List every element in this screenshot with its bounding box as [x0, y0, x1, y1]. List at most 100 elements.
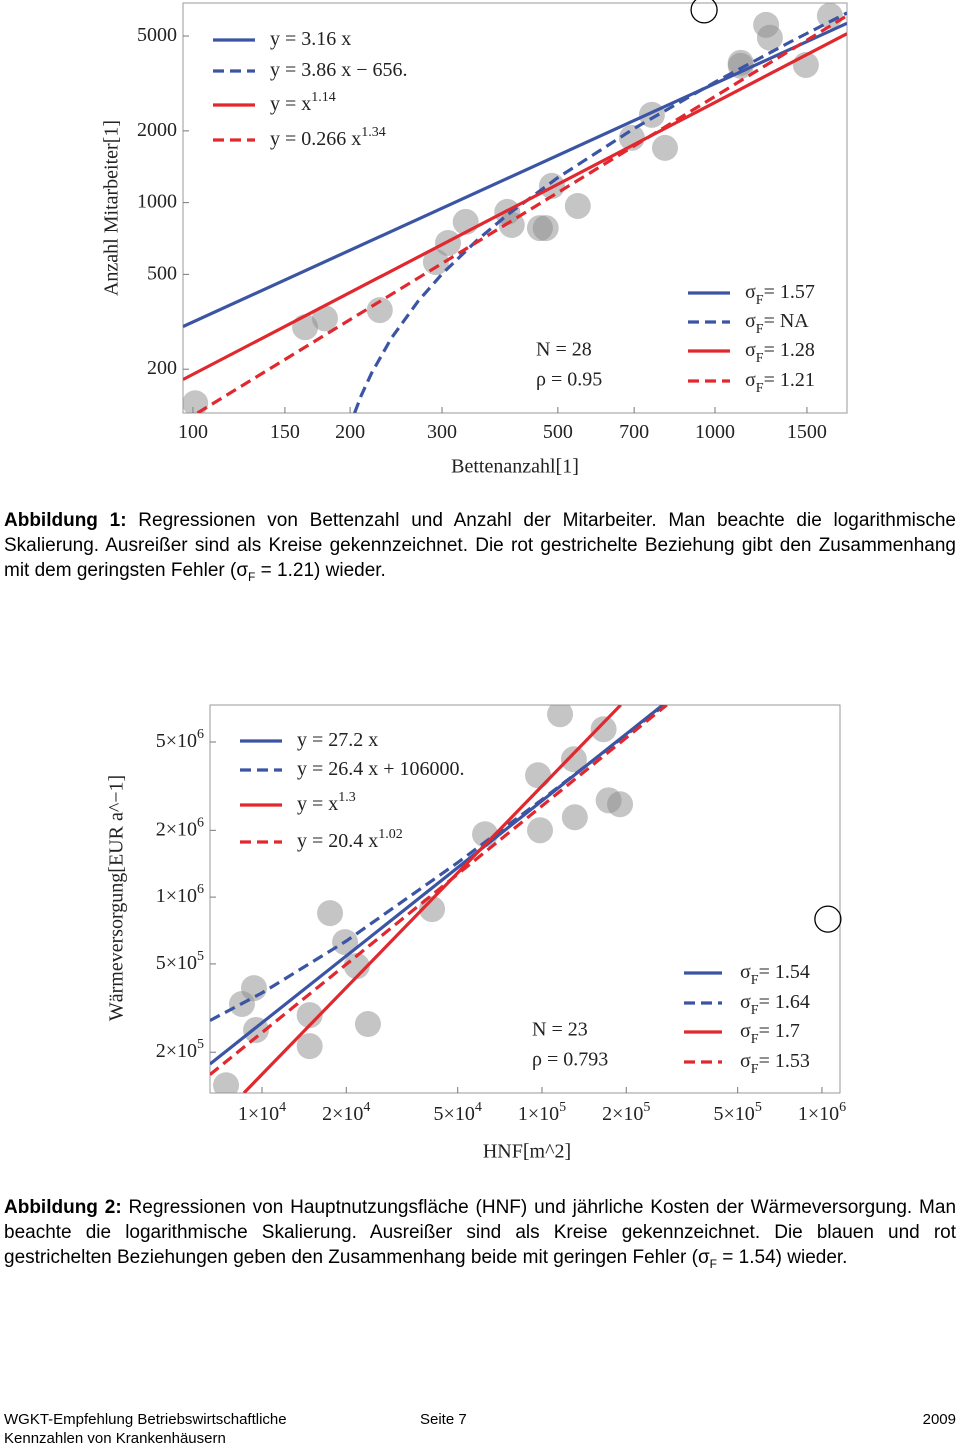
legend-label-part: 1.02: [378, 827, 403, 842]
error-label-part: = 1.64: [759, 991, 810, 1013]
y-tick-label-part: 5: [197, 949, 204, 964]
legend-label-part: y = 20.4 x: [297, 830, 378, 852]
x-tick-label: 1×105: [518, 1100, 566, 1125]
annotation: N = 23: [532, 1019, 588, 1041]
data-point: [213, 1072, 240, 1093]
caption-text: = 1.54) wieder.: [717, 1247, 848, 1268]
data-point: [525, 762, 552, 789]
y-tick-label-part: 6: [197, 727, 204, 742]
x-tick-label-part: 200: [335, 421, 365, 443]
legend-label: y = 3.16 x: [270, 28, 351, 50]
error-label-part: σ: [740, 961, 751, 983]
error-label: σF= 1.21: [745, 369, 815, 396]
x-tick-label: 1000: [695, 421, 735, 443]
error-label-part: F: [756, 381, 764, 396]
x-tick-label: 700: [619, 421, 649, 443]
x-tick-label: 200: [335, 421, 365, 443]
error-label-part: σ: [745, 369, 756, 391]
y-tick-label: 2×106: [156, 815, 204, 840]
legend-label: y = x1.14: [270, 90, 336, 115]
fit-lines: [210, 705, 668, 1093]
x-tick-label: 1×106: [798, 1100, 846, 1125]
error-label-part: σ: [740, 1050, 751, 1072]
y-tick-label-part: 6: [197, 815, 204, 830]
error-label: σF= 1.7: [740, 1020, 800, 1047]
legend-label-part: y = 3.16 x: [270, 28, 351, 50]
y-tick-label-part: 5000: [137, 24, 177, 46]
legend-label-part: y = 3.86 x − 656.: [270, 59, 408, 81]
error-label-part: F: [756, 322, 764, 337]
plot-frame: [182, 2, 848, 414]
x-tick-label-part: 2×10: [602, 1103, 643, 1125]
x-tick-label: 5×104: [434, 1100, 482, 1125]
x-tick-label-part: 4: [475, 1100, 482, 1115]
data-point: [564, 192, 591, 219]
fit-line: [242, 705, 622, 1093]
outlier: [690, 0, 718, 24]
y-tick-label-part: 5×10: [156, 730, 197, 752]
x-tick-label: 1×104: [238, 1100, 286, 1125]
error-label-part: = 1.21: [764, 369, 815, 391]
data-point: [240, 975, 267, 1002]
data-point: [419, 896, 446, 923]
y-tick-label: 1×106: [156, 882, 204, 907]
data-point: [317, 900, 344, 927]
legend-label-part: 1.14: [311, 90, 336, 105]
y-tick-label: 1000: [137, 190, 177, 212]
x-tick-label-part: 5: [559, 1100, 566, 1115]
x-tick-label-part: 500: [543, 421, 573, 443]
x-tick-label: 5×105: [714, 1100, 762, 1125]
fit-line: [183, 32, 847, 381]
caption: Abbildung 1: Regressionen von Bettenzahl…: [4, 508, 956, 590]
error-label: σF= 1.54: [740, 961, 810, 988]
legend-label: y = x1.3: [297, 790, 356, 815]
error-label-part: = NA: [764, 310, 810, 332]
data-point: [590, 716, 617, 743]
legend-label-part: y = 0.266 x: [270, 128, 361, 150]
annotation: ρ = 0.95: [536, 369, 602, 391]
x-tick-label-part: 700: [619, 421, 649, 443]
annotation: ρ = 0.793: [532, 1049, 608, 1071]
error-label-part: F: [751, 1032, 759, 1047]
error-label-part: = 1.7: [759, 1020, 800, 1042]
x-tick-label-part: 150: [270, 421, 300, 443]
data-point: [607, 791, 634, 818]
error-label-part: = 1.57: [764, 281, 815, 303]
data-point: [532, 215, 559, 242]
y-tick-label-part: 500: [147, 262, 177, 284]
y-tick-label-part: 200: [147, 357, 177, 379]
x-tick-label-part: 1500: [787, 421, 827, 443]
error-label-part: σ: [745, 339, 756, 361]
error-label: σF= 1.53: [740, 1050, 810, 1077]
x-tick-label: 2×105: [602, 1100, 650, 1125]
data-point: [354, 1011, 381, 1038]
y-tick-label: 5×105: [156, 949, 204, 974]
x-tick-label-part: 2×10: [322, 1103, 363, 1125]
error-label-part: σ: [745, 281, 756, 303]
y-tick-label-part: 5×10: [156, 952, 197, 974]
footer-left: WGKT-Empfehlung Betriebswirtschaftliche …: [4, 1411, 287, 1447]
y-tick-label-part: 6: [197, 882, 204, 897]
error-label-part: = 1.53: [759, 1050, 810, 1072]
plot-frame: [209, 704, 841, 1094]
x-axis-label: HNF[m^2]: [483, 1141, 571, 1163]
error-label-part: F: [751, 1062, 759, 1077]
fit-line: [210, 705, 664, 1066]
annotation: N = 28: [536, 339, 592, 361]
legend-label-part: 1.3: [338, 790, 356, 805]
caption-text: Regressionen von Bettenzahl und Anzahl d…: [4, 510, 957, 581]
y-tick-label: 5000: [137, 24, 177, 46]
fit-line: [210, 705, 668, 1076]
x-tick-label: 100: [178, 421, 208, 443]
y-tick-label-part: 2×10: [156, 818, 197, 840]
x-tick-label: 150: [270, 421, 300, 443]
caption-label: Abbildung 1:: [4, 510, 127, 531]
error-label: σF= NA: [745, 310, 809, 337]
data-point: [296, 1033, 323, 1060]
caption-label: Abbildung 2:: [4, 1197, 122, 1218]
y-tick-label-part: 2×10: [156, 1040, 197, 1062]
data-point: [527, 817, 554, 844]
error-label-part: F: [751, 1003, 759, 1018]
x-tick-label-part: 5: [643, 1100, 650, 1115]
y-axis-label: Anzahl Mitarbeiter[1]: [101, 120, 123, 296]
